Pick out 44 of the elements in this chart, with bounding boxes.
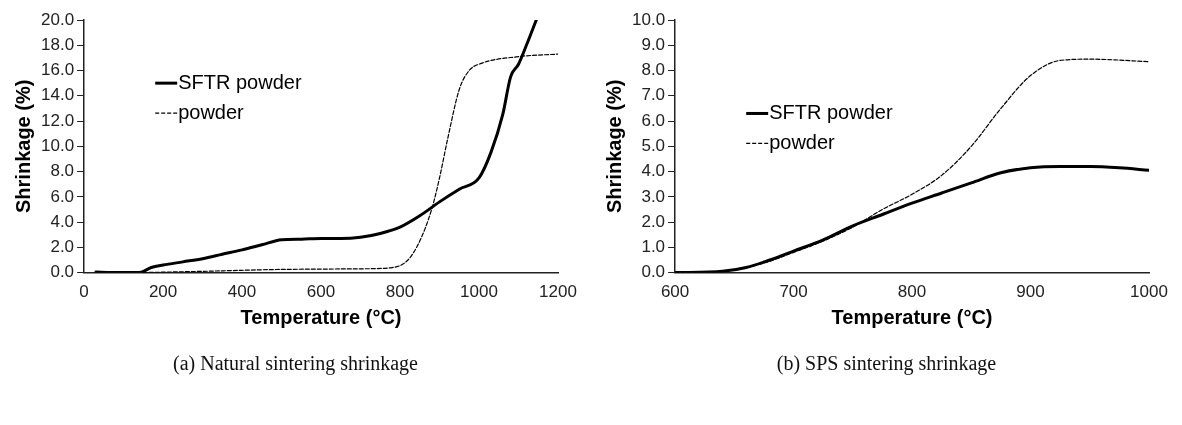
y-tick-label: 2.0 (50, 237, 75, 257)
text: (a) Natural sintering shrinkage (172, 352, 419, 375)
y-tick-label: 4.0 (641, 161, 666, 181)
x-tick-label: 1200 (539, 282, 577, 302)
y-tick-label: 6.0 (641, 110, 666, 130)
x-tick-label: 200 (148, 282, 178, 302)
y-axis-title: Shrinkage (%) (602, 79, 625, 213)
x-tick-label: 700 (779, 282, 808, 302)
y-tick-label: 8.0 (50, 161, 75, 181)
x-tick-label: 800 (897, 282, 927, 302)
x-axis-title: Temperature (°C) (831, 305, 993, 328)
legend-label: powder (178, 100, 245, 123)
y-tick-label: 7.0 (641, 85, 666, 105)
y-tick-label: 12.0 (40, 110, 75, 130)
y-tick-label: 0.0 (50, 262, 75, 282)
x-tick-label: 0 (79, 282, 89, 302)
y-tick-label: 10.0 (631, 9, 666, 29)
y-tick-label: 0.0 (641, 262, 666, 282)
y-tick-label: 10.0 (40, 135, 75, 155)
y-tick-label: 2.0 (641, 211, 666, 231)
x-tick-label: 600 (306, 282, 336, 302)
legend-label: powder (769, 130, 836, 153)
legend-label: SFTR powder (769, 100, 893, 123)
x-tick-label: 1000 (460, 282, 498, 302)
y-tick-label: 6.0 (50, 186, 75, 206)
text: (b) SPS sintering shrinkage (775, 352, 998, 375)
x-axis-title: Temperature (°C) (240, 305, 402, 328)
x-tick-label: 1000 (1130, 282, 1168, 302)
y-tick-label: 8.0 (641, 60, 666, 80)
legend-label: SFTR powder (178, 70, 302, 93)
y-axis-title: Shrinkage (%) (11, 79, 34, 213)
y-tick-label: 20.0 (40, 9, 75, 29)
x-tick-label: 400 (227, 282, 257, 302)
y-tick-label: 4.0 (50, 211, 75, 231)
y-tick-label: 18.0 (40, 34, 75, 54)
y-tick-label: 14.0 (40, 85, 75, 105)
y-tick-label: 16.0 (40, 60, 75, 80)
y-tick-label: 9.0 (641, 34, 666, 54)
y-tick-label: 3.0 (641, 186, 666, 206)
x-tick-label: 900 (1016, 282, 1045, 302)
x-tick-label: 800 (385, 282, 415, 302)
y-tick-label: 5.0 (641, 135, 666, 155)
y-tick-label: 1.0 (641, 237, 666, 257)
x-tick-label: 600 (660, 282, 690, 302)
